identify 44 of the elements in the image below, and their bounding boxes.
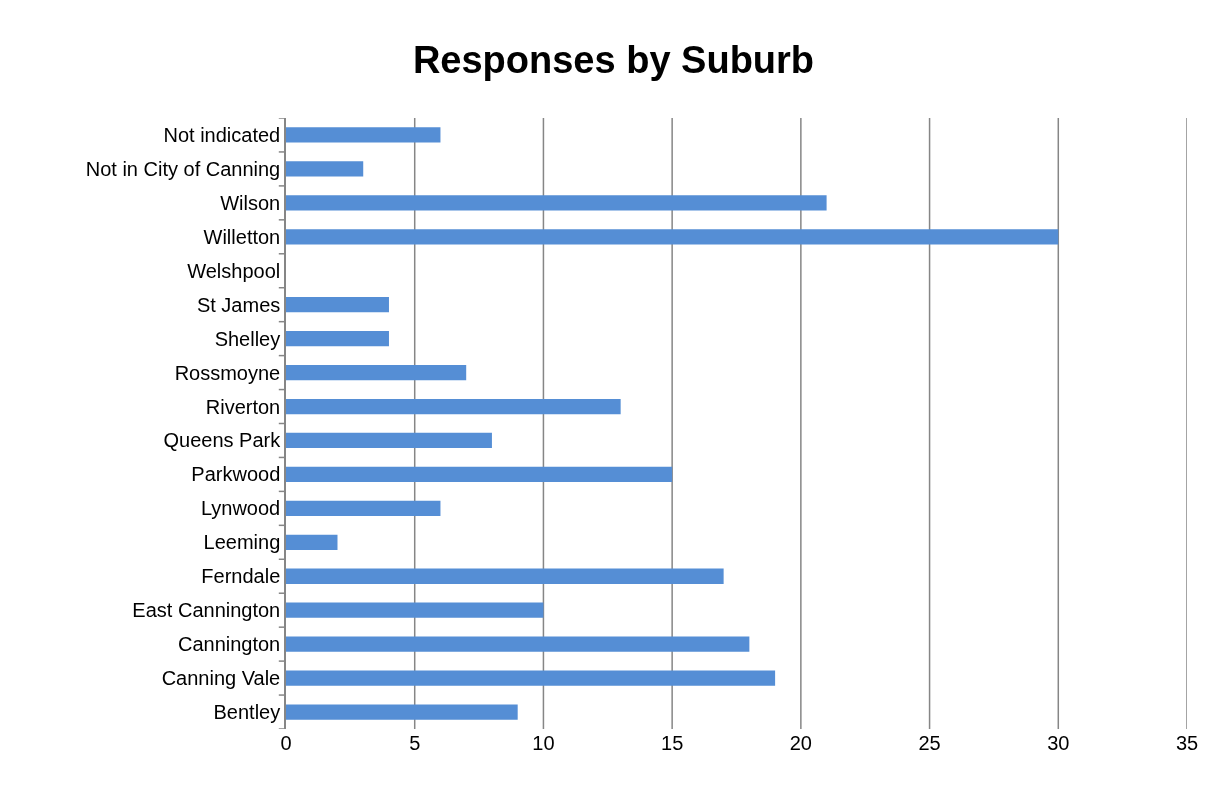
bar <box>286 704 518 720</box>
y-tick-label: Bentley <box>213 701 281 724</box>
bar <box>286 364 467 381</box>
y-tick-label: Leeming <box>203 531 281 554</box>
x-tick-label: 0 <box>280 732 292 754</box>
x-tick-label: 20 <box>789 732 812 754</box>
chart-title: Responses by Suburb <box>412 38 815 81</box>
bar <box>286 229 1059 245</box>
y-tick-label: Riverton <box>205 395 281 418</box>
y-tick-label: Wilson <box>220 191 281 214</box>
y-tick-label: Willetton <box>203 225 281 248</box>
bar <box>286 331 389 347</box>
x-tick-label: 35 <box>1175 732 1199 754</box>
y-tick-label: Parkwood <box>191 463 281 486</box>
bar <box>286 500 441 516</box>
bar <box>286 636 750 652</box>
x-tick-label: 25 <box>918 732 941 754</box>
bar <box>286 161 364 177</box>
bar <box>286 534 338 550</box>
bar <box>286 466 673 483</box>
y-tick-label: Welshpool <box>187 259 281 282</box>
x-tick-label: 10 <box>532 732 555 754</box>
y-tick-label: Ferndale <box>201 565 281 588</box>
y-tick-label: Not indicated <box>163 123 281 146</box>
bar <box>286 568 724 584</box>
bar <box>286 195 827 211</box>
y-tick-label: Canning Vale <box>161 667 281 690</box>
bar <box>286 127 441 143</box>
bar <box>286 398 621 415</box>
y-tick-label: St James <box>196 293 281 316</box>
y-tick-label: Rossmoyne <box>174 361 281 384</box>
bar <box>286 297 389 313</box>
y-tick-label: Not in City of Canning <box>85 157 281 180</box>
y-tick-label: Lynwood <box>200 497 281 520</box>
x-tick-label: 30 <box>1047 732 1070 754</box>
bar <box>286 670 776 686</box>
y-tick-label: Queens Park <box>163 429 282 452</box>
x-tick-label: 5 <box>409 732 421 754</box>
y-tick-label: Cannington <box>177 633 281 656</box>
x-tick-label: 15 <box>661 732 684 754</box>
bar <box>286 432 492 449</box>
y-tick-label: East Cannington <box>132 599 281 622</box>
bar <box>286 602 544 618</box>
y-tick-label: Shelley <box>214 327 281 350</box>
